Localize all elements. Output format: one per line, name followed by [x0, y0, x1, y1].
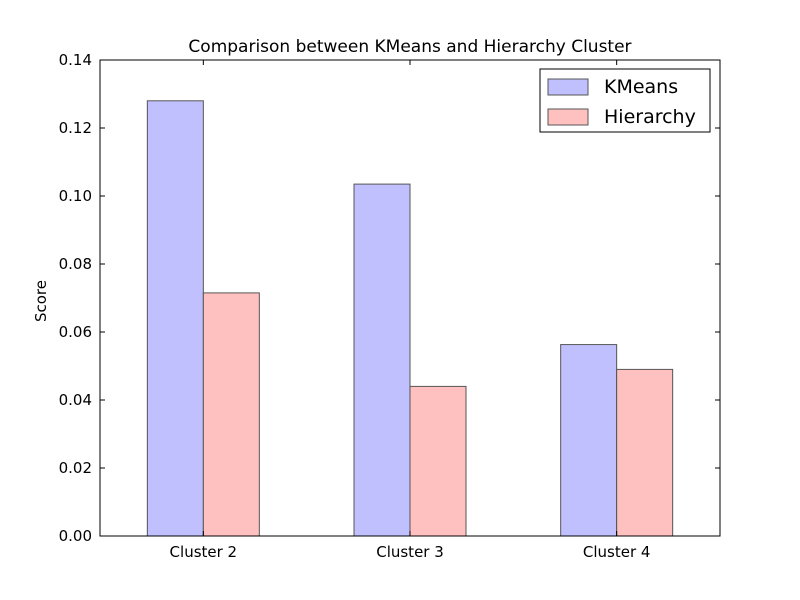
bar-kmeans-cluster-4 — [560, 344, 618, 537]
bar-kmeans-cluster-2 — [146, 100, 204, 537]
bar-hierarchy-cluster-4 — [616, 368, 674, 537]
y-axis-ticks: 0.00 0.02 0.04 0.06 0.08 0.10 0.12 0.14 — [59, 51, 720, 545]
chart-title: Comparison between KMeans and Hierarchy … — [188, 37, 631, 57]
legend-swatch-hierarchy — [547, 108, 589, 126]
y-tick-label: 0.00 — [59, 527, 92, 545]
y-tick-label: 0.14 — [59, 51, 92, 69]
x-axis-ticks: Cluster 2 Cluster 3 Cluster 4 — [170, 60, 651, 561]
y-tick-label: 0.10 — [59, 187, 92, 205]
legend-swatch-kmeans — [547, 78, 589, 96]
legend-label-kmeans: KMeans — [604, 76, 678, 98]
y-tick-label: 0.02 — [59, 459, 92, 477]
x-tick-label: Cluster 3 — [376, 543, 444, 561]
y-tick-label: 0.12 — [59, 119, 92, 137]
bar-kmeans-cluster-3 — [353, 183, 411, 537]
legend-label-hierarchy: Hierarchy — [604, 106, 696, 128]
x-tick-label: Cluster 2 — [170, 543, 238, 561]
bar-hierarchy-cluster-2 — [202, 292, 260, 537]
y-axis-label: Score — [32, 280, 50, 322]
bars-group — [146, 100, 674, 537]
x-tick-label: Cluster 4 — [583, 543, 651, 561]
bar-hierarchy-cluster-3 — [409, 385, 467, 537]
legend: KMeans Hierarchy — [539, 68, 711, 133]
y-tick-label: 0.06 — [59, 323, 92, 341]
y-tick-label: 0.08 — [59, 255, 92, 273]
y-tick-label: 0.04 — [59, 391, 92, 409]
